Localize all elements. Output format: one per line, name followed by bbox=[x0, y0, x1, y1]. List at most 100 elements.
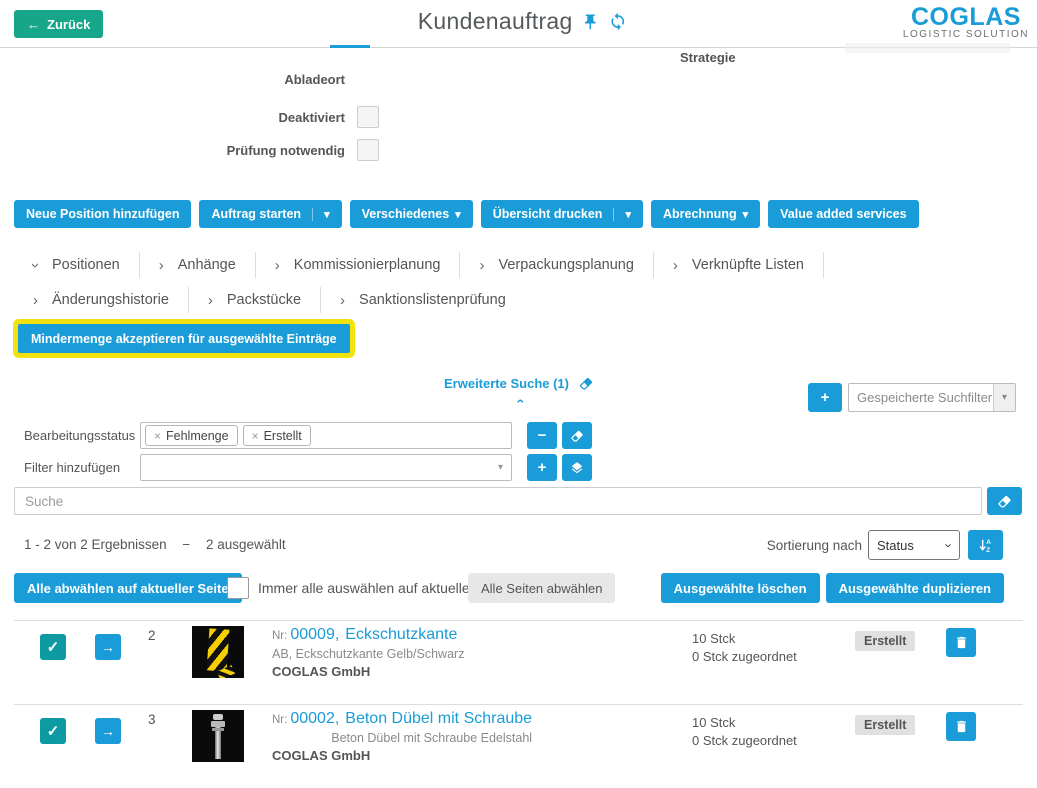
gespeicherte-suchfilter-select[interactable]: Gespeicherte Suchfilter ▾ bbox=[848, 383, 1016, 412]
refresh-icon[interactable] bbox=[609, 12, 628, 31]
abrechnung-label: Abrechnung bbox=[662, 207, 737, 221]
clear-filter-button[interactable] bbox=[562, 422, 592, 449]
arrow-right-icon: → bbox=[101, 639, 115, 655]
row-index: 2 bbox=[148, 628, 156, 643]
table-row: ✓ → 3 Nr: 00002, Beton Dübel mit Schraube … bbox=[14, 704, 1023, 788]
sort-group: Sortierung nach Status › A Z bbox=[767, 530, 1003, 560]
erweiterte-suche-label: Erweiterte Suche (1) bbox=[444, 376, 569, 391]
delete-row-button[interactable] bbox=[946, 712, 976, 741]
auftrag-starten-button[interactable]: Auftrag starten ▾ bbox=[199, 200, 342, 228]
item-company: COGLAS GmbH bbox=[272, 664, 371, 679]
add-saved-filter-button[interactable]: + bbox=[808, 383, 842, 412]
section-tabs: › Positionen › Anhänge › Kommissionierpl… bbox=[14, 252, 824, 322]
sort-direction-button[interactable]: A Z bbox=[968, 530, 1003, 560]
filter-chip-fehlmenge[interactable]: × Fehlmenge bbox=[145, 425, 238, 446]
filter-hinzufuegen-select[interactable]: ▾ bbox=[140, 454, 512, 481]
chip-label: Fehlmenge bbox=[166, 428, 229, 443]
nr-label: Nr: bbox=[272, 630, 288, 642]
pruefung-notwendig-checkbox[interactable] bbox=[357, 139, 379, 161]
open-row-button[interactable]: → bbox=[95, 634, 121, 660]
bearbeitungsstatus-label: Bearbeitungsstatus bbox=[24, 428, 136, 443]
tab-label: Anhänge bbox=[177, 257, 236, 273]
deselect-current-page-button[interactable]: Alle abwählen auf aktueller Seite bbox=[14, 573, 242, 603]
neue-position-button[interactable]: Neue Position hinzufügen bbox=[14, 200, 192, 228]
nr-label: Nr: bbox=[272, 714, 288, 726]
tab-verpackungsplanung[interactable]: › Verpackungsplanung bbox=[460, 252, 654, 278]
tab-verknuepfte-listen[interactable]: › Verknüpfte Listen bbox=[654, 252, 824, 278]
sort-select[interactable]: Status › bbox=[868, 530, 960, 560]
tab-kommissionierplanung[interactable]: › Kommissionierplanung bbox=[256, 252, 461, 278]
results-separator: − bbox=[182, 537, 191, 552]
remove-filter-button[interactable]: − bbox=[527, 422, 557, 449]
uebersicht-drucken-button[interactable]: Übersicht drucken ▾ bbox=[480, 200, 643, 228]
add-filter-button[interactable]: + bbox=[527, 454, 557, 481]
open-row-button[interactable]: → bbox=[95, 718, 121, 744]
eraser-icon bbox=[998, 495, 1011, 508]
chevron-right-icon: › bbox=[274, 256, 280, 274]
status-badge: Erstellt bbox=[855, 715, 916, 735]
tab-packstuecke[interactable]: › Packstücke bbox=[189, 287, 322, 313]
caret-down-icon[interactable]: ▾ bbox=[613, 207, 631, 221]
caret-down-icon: ▾ bbox=[742, 208, 749, 221]
active-tab-indicator bbox=[330, 45, 370, 48]
always-select-label: Immer alle auswählen auf aktueller Seite bbox=[258, 580, 511, 596]
erweiterte-suche-toggle[interactable]: Erweiterte Suche (1) bbox=[444, 376, 593, 391]
sort-az-icon: A Z bbox=[979, 539, 991, 553]
bearbeitungsstatus-input[interactable]: × Fehlmenge × Erstellt bbox=[140, 422, 512, 449]
chevron-right-icon: › bbox=[672, 256, 678, 274]
row-checkbox-checked[interactable]: ✓ bbox=[40, 634, 66, 660]
caret-down-icon[interactable]: ▾ bbox=[993, 384, 1015, 411]
row-checkbox-checked[interactable]: ✓ bbox=[40, 718, 66, 744]
abrechnung-button[interactable]: Abrechnung ▾ bbox=[650, 200, 761, 228]
always-select-checkbox[interactable] bbox=[227, 577, 249, 599]
item-title-link[interactable]: Nr: 00002, Beton Dübel mit Schraube bbox=[272, 709, 532, 730]
tab-anhaenge[interactable]: › Anhänge bbox=[140, 252, 256, 278]
remove-chip-icon[interactable]: × bbox=[251, 428, 259, 443]
results-summary: 1 - 2 von 2 Ergebnissen − 2 ausgewählt bbox=[24, 530, 286, 560]
tab-sanktionslistenpruefung[interactable]: › Sanktionslistenprüfung bbox=[321, 287, 525, 313]
item-title-link[interactable]: Nr: 00009, Eckschutzkante bbox=[272, 625, 464, 646]
verschiedenes-button[interactable]: Verschiedenes ▾ bbox=[349, 200, 473, 228]
tab-positionen[interactable]: › Positionen bbox=[14, 252, 140, 278]
pin-icon[interactable] bbox=[582, 13, 600, 31]
remove-chip-icon[interactable]: × bbox=[154, 428, 162, 443]
back-button[interactable]: ← Zurück bbox=[14, 10, 104, 38]
item-number: 00009, bbox=[290, 626, 340, 643]
tab-aenderungshistorie[interactable]: › Änderungshistorie bbox=[14, 287, 189, 313]
svg-text:A: A bbox=[986, 539, 991, 546]
tab-label: Verpackungsplanung bbox=[498, 257, 634, 273]
clear-search-button[interactable] bbox=[987, 487, 1022, 515]
duplicate-selected-button[interactable]: Ausgewählte duplizieren bbox=[825, 573, 1004, 603]
caret-down-icon[interactable]: ▾ bbox=[312, 207, 330, 221]
value-added-services-button[interactable]: Value added services bbox=[768, 200, 919, 228]
delete-selected-button[interactable]: Ausgewählte löschen bbox=[660, 573, 820, 603]
stack-filters-button[interactable] bbox=[562, 454, 592, 481]
quantity-value: 10 Stck bbox=[692, 715, 736, 730]
delete-row-button[interactable] bbox=[946, 628, 976, 657]
minus-icon: − bbox=[537, 427, 547, 444]
chevron-right-icon: › bbox=[158, 256, 164, 274]
filter-chip-erstellt[interactable]: × Erstellt bbox=[242, 425, 311, 446]
saved-filter-group: + Gespeicherte Suchfilter ▾ bbox=[808, 383, 1016, 412]
collapse-chevron-up-icon[interactable]: › bbox=[510, 398, 527, 404]
chevron-right-icon: › bbox=[33, 291, 38, 309]
filter-hinzufuegen-label: Filter hinzufügen bbox=[24, 460, 121, 475]
gespeicherte-suchfilter-placeholder: Gespeicherte Suchfilter bbox=[857, 390, 993, 405]
page-title: Kundenauftrag bbox=[417, 8, 573, 34]
tab-label: Positionen bbox=[52, 257, 120, 273]
mindermenge-akzeptieren-button[interactable]: Mindermenge akzeptieren für ausgewählte … bbox=[18, 324, 350, 353]
selected-count: 2 ausgewählt bbox=[206, 537, 286, 552]
eraser-icon[interactable] bbox=[578, 376, 593, 391]
plus-icon: + bbox=[537, 459, 547, 476]
chip-label: Erstellt bbox=[263, 428, 302, 443]
deaktiviert-checkbox[interactable] bbox=[357, 106, 379, 128]
item-name: Eckschutzkante bbox=[345, 626, 458, 643]
caret-down-icon: ▾ bbox=[455, 208, 461, 221]
search-input[interactable] bbox=[14, 487, 982, 515]
tab-label: Sanktionslistenprüfung bbox=[359, 292, 506, 308]
caret-down-icon: ▾ bbox=[497, 462, 503, 473]
deselect-all-pages-button[interactable]: Alle Seiten abwählen bbox=[468, 573, 616, 603]
status-badge: Erstellt bbox=[855, 631, 916, 651]
deaktiviert-label: Deaktiviert bbox=[278, 110, 345, 125]
chevron-down-icon: › bbox=[27, 262, 44, 268]
